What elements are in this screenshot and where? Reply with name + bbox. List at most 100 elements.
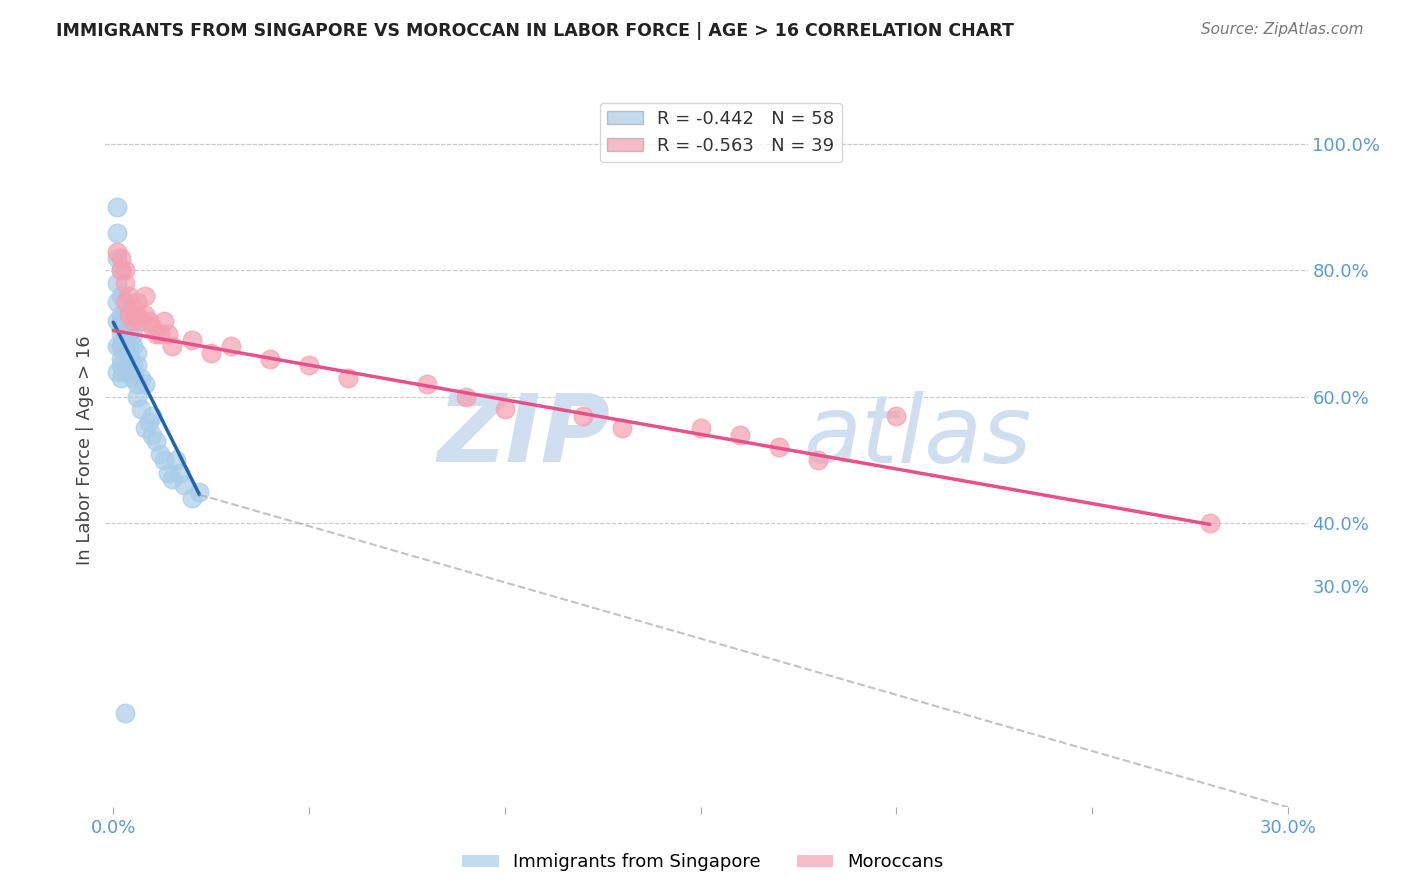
Text: ZIP: ZIP bbox=[437, 390, 610, 483]
Point bbox=[415, 377, 437, 392]
Point bbox=[138, 314, 160, 328]
Point bbox=[494, 402, 516, 417]
Point bbox=[160, 472, 183, 486]
Point bbox=[114, 351, 136, 366]
Point bbox=[134, 421, 156, 435]
Point bbox=[110, 351, 132, 366]
Point bbox=[454, 390, 477, 404]
Point bbox=[134, 308, 156, 322]
Legend: R = -0.442   N = 58, R = -0.563   N = 39: R = -0.442 N = 58, R = -0.563 N = 39 bbox=[599, 103, 842, 162]
Point bbox=[188, 484, 211, 499]
Point bbox=[689, 421, 711, 435]
Point bbox=[118, 326, 141, 341]
Point bbox=[105, 365, 128, 379]
Point bbox=[807, 453, 830, 467]
Point bbox=[121, 371, 143, 385]
Point bbox=[259, 351, 281, 366]
Point bbox=[114, 326, 136, 341]
Text: IMMIGRANTS FROM SINGAPORE VS MOROCCAN IN LABOR FORCE | AGE > 16 CORRELATION CHAR: IMMIGRANTS FROM SINGAPORE VS MOROCCAN IN… bbox=[56, 22, 1014, 40]
Point bbox=[180, 491, 202, 505]
Point bbox=[1198, 516, 1220, 530]
Point bbox=[129, 371, 152, 385]
Point bbox=[118, 351, 141, 366]
Point bbox=[134, 377, 156, 392]
Point bbox=[121, 358, 143, 372]
Point bbox=[129, 314, 152, 328]
Point bbox=[110, 314, 132, 328]
Point bbox=[160, 339, 183, 353]
Point bbox=[118, 358, 141, 372]
Point bbox=[337, 371, 360, 385]
Point bbox=[145, 434, 167, 448]
Point bbox=[572, 409, 595, 423]
Point bbox=[105, 295, 128, 310]
Point bbox=[110, 339, 132, 353]
Point bbox=[125, 295, 148, 310]
Point bbox=[110, 289, 132, 303]
Point bbox=[886, 409, 908, 423]
Point bbox=[110, 358, 132, 372]
Point bbox=[141, 320, 163, 334]
Point bbox=[149, 326, 172, 341]
Point bbox=[121, 326, 143, 341]
Point bbox=[141, 409, 163, 423]
Point bbox=[118, 365, 141, 379]
Point bbox=[134, 289, 156, 303]
Point bbox=[149, 447, 172, 461]
Point bbox=[612, 421, 634, 435]
Point bbox=[110, 371, 132, 385]
Point bbox=[125, 390, 148, 404]
Point bbox=[105, 339, 128, 353]
Point bbox=[125, 345, 148, 359]
Point bbox=[114, 333, 136, 347]
Point bbox=[129, 402, 152, 417]
Point bbox=[118, 308, 141, 322]
Point bbox=[110, 326, 132, 341]
Point bbox=[728, 427, 751, 442]
Point bbox=[157, 326, 180, 341]
Point bbox=[110, 320, 132, 334]
Point bbox=[768, 440, 790, 454]
Point bbox=[105, 314, 128, 328]
Point bbox=[105, 276, 128, 290]
Point bbox=[125, 358, 148, 372]
Text: Source: ZipAtlas.com: Source: ZipAtlas.com bbox=[1201, 22, 1364, 37]
Point bbox=[141, 427, 163, 442]
Point bbox=[114, 320, 136, 334]
Point bbox=[165, 453, 187, 467]
Point bbox=[173, 478, 195, 492]
Point bbox=[118, 339, 141, 353]
Point bbox=[110, 263, 132, 277]
Text: atlas: atlas bbox=[803, 391, 1031, 482]
Point bbox=[105, 226, 128, 240]
Point bbox=[110, 339, 132, 353]
Point bbox=[110, 251, 132, 265]
Point bbox=[138, 415, 160, 429]
Point bbox=[145, 326, 167, 341]
Point bbox=[219, 339, 242, 353]
Y-axis label: In Labor Force | Age > 16: In Labor Force | Age > 16 bbox=[76, 335, 94, 566]
Point bbox=[114, 339, 136, 353]
Legend: Immigrants from Singapore, Moroccans: Immigrants from Singapore, Moroccans bbox=[456, 847, 950, 879]
Point bbox=[200, 345, 222, 359]
Point bbox=[114, 263, 136, 277]
Point bbox=[114, 295, 136, 310]
Point bbox=[153, 314, 176, 328]
Point bbox=[105, 200, 128, 214]
Point bbox=[121, 301, 143, 316]
Point bbox=[121, 314, 143, 328]
Point bbox=[125, 377, 148, 392]
Point bbox=[105, 244, 128, 259]
Point bbox=[169, 466, 191, 480]
Point bbox=[121, 339, 143, 353]
Point bbox=[153, 453, 176, 467]
Point bbox=[105, 251, 128, 265]
Point bbox=[114, 314, 136, 328]
Point bbox=[298, 358, 321, 372]
Point bbox=[114, 706, 136, 720]
Point bbox=[114, 276, 136, 290]
Point bbox=[114, 365, 136, 379]
Point bbox=[110, 308, 132, 322]
Point bbox=[118, 289, 141, 303]
Point bbox=[157, 466, 180, 480]
